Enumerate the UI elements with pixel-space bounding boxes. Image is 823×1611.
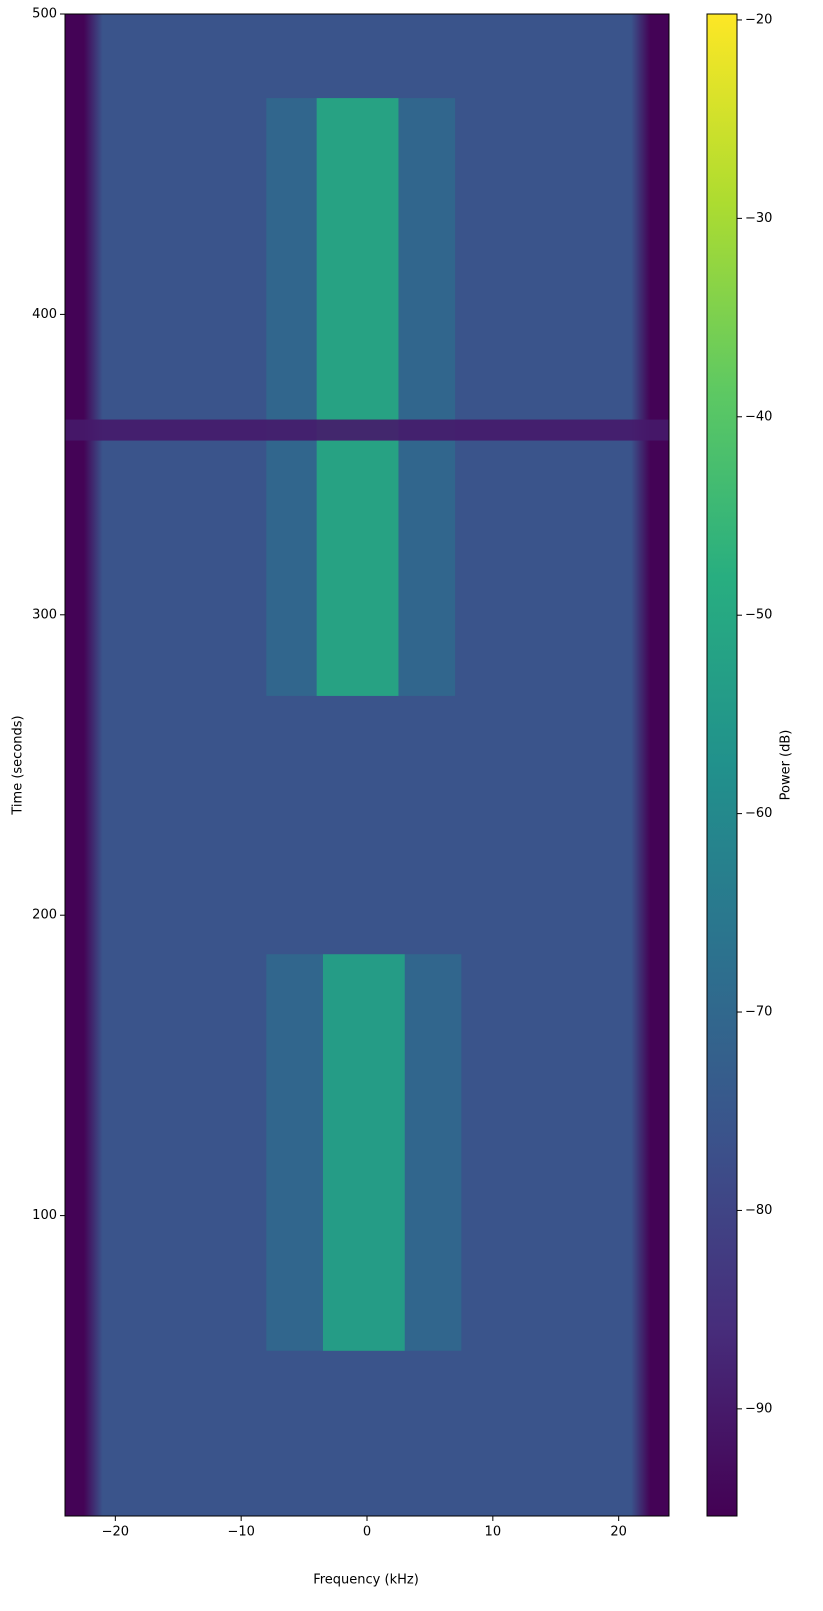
- burst: [322, 954, 405, 1351]
- colorbar-tick-label: −50: [745, 608, 772, 623]
- y-tick-label: 400: [32, 307, 57, 322]
- edge-rolloff: [631, 14, 669, 1516]
- x-tick-label: 10: [485, 1525, 502, 1540]
- y-tick-label: 100: [32, 1208, 57, 1223]
- burst: [65, 419, 669, 441]
- colorbar-tick-label: −60: [745, 806, 772, 821]
- y-tick-label: 300: [32, 607, 57, 622]
- y-tick-label: 500: [32, 7, 57, 22]
- colorbar-tick-label: −30: [745, 211, 772, 226]
- y-tick-label: 200: [32, 908, 57, 923]
- burst: [316, 98, 399, 696]
- colorbar-tick-label: −90: [745, 1401, 772, 1416]
- colorbar: [706, 13, 738, 1517]
- x-tick-label: 20: [610, 1525, 627, 1540]
- y-axis-label: Time (seconds): [11, 715, 26, 815]
- colorbar-tick-label: −40: [745, 409, 772, 424]
- colorbar-label: Power (dB): [779, 730, 794, 801]
- x-tick-label: −20: [102, 1525, 129, 1540]
- colorbar-tick-label: −70: [745, 1005, 772, 1020]
- colorbar-tick-label: −80: [745, 1203, 772, 1218]
- x-tick-label: −10: [227, 1525, 254, 1540]
- edge-rolloff: [65, 14, 103, 1516]
- colorbar-tick-label: −20: [745, 12, 772, 27]
- x-axis-label: Frequency (kHz): [313, 1573, 419, 1588]
- x-tick-label: 0: [363, 1525, 371, 1540]
